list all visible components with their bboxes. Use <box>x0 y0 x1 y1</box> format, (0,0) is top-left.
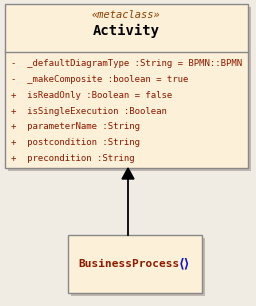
Text: «metaclass»: «metaclass» <box>92 10 161 20</box>
Text: +  isSingleExecution :Boolean: + isSingleExecution :Boolean <box>11 106 167 115</box>
Text: Activity: Activity <box>93 24 160 38</box>
Bar <box>68 235 202 293</box>
Text: -  _defaultDiagramType :String = BPMN::BPMN: - _defaultDiagramType :String = BPMN::BP… <box>11 59 242 68</box>
Bar <box>8 7 251 171</box>
Text: +  isReadOnly :Boolean = false: + isReadOnly :Boolean = false <box>11 91 172 100</box>
Text: -  _makeComposite :boolean = true: - _makeComposite :boolean = true <box>11 75 188 84</box>
Text: BusinessProcess: BusinessProcess <box>78 259 179 269</box>
Text: +  parameterName :String: + parameterName :String <box>11 122 140 131</box>
Text: +  postcondition :String: + postcondition :String <box>11 138 140 147</box>
Bar <box>5 4 248 168</box>
Polygon shape <box>122 168 134 179</box>
Text: +  precondition :String: + precondition :String <box>11 154 135 163</box>
Bar <box>71 238 205 296</box>
Text: ⟨⟩: ⟨⟩ <box>178 258 190 271</box>
